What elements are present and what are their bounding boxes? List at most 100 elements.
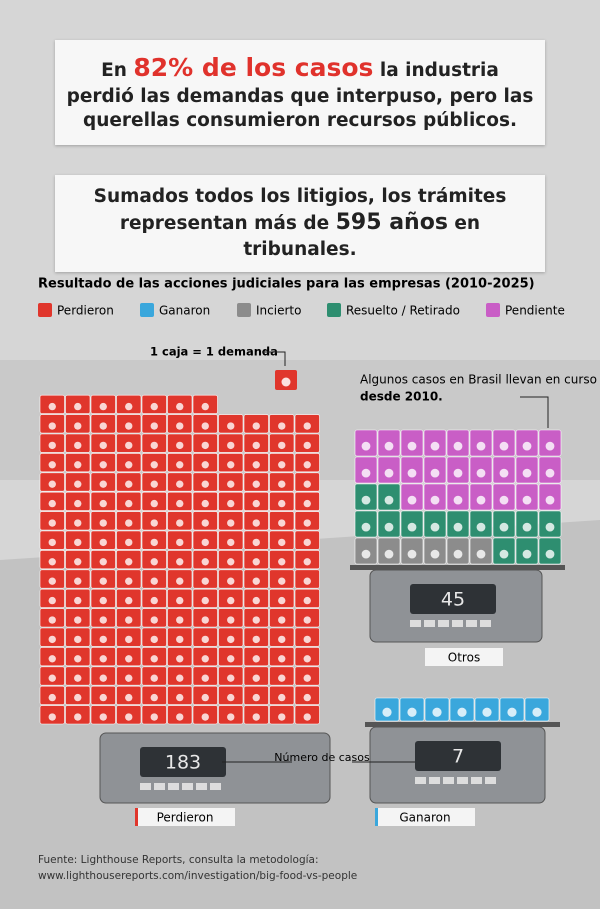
box-logo: [99, 538, 107, 547]
scale-button: [457, 777, 468, 784]
box-logo: [476, 495, 486, 505]
box-logo: [278, 538, 286, 547]
box-logo: [453, 522, 463, 532]
scale-button: [182, 783, 193, 790]
legend-label: Incierto: [256, 304, 301, 318]
box-logo: [201, 713, 209, 721]
scale-button: [452, 620, 463, 627]
box-logo: [384, 495, 394, 505]
box-logo: [48, 655, 56, 663]
box-logo: [48, 635, 56, 644]
scale-display: [415, 741, 501, 771]
subhead-highlight: 595 años: [335, 210, 448, 236]
box-logo: [382, 707, 392, 717]
box-logo: [252, 713, 260, 721]
box-logo: [176, 441, 184, 450]
annotation: Algunos casos en Brasil llevan en curso: [360, 373, 597, 387]
box-logo: [74, 693, 82, 702]
box-logo: [499, 468, 509, 478]
box-logo: [150, 499, 158, 508]
box-logo: [278, 441, 286, 450]
box-logo: [74, 441, 82, 450]
box-logo: [201, 480, 209, 488]
box-logo: [476, 441, 486, 451]
box-logo: [361, 549, 371, 559]
box-logo: [227, 674, 235, 682]
box-logo: [176, 596, 184, 605]
legend-swatch: [327, 303, 341, 317]
box-logo: [499, 441, 509, 451]
box-logo: [545, 522, 555, 532]
box-logo: [74, 499, 82, 508]
box-logo: [48, 441, 56, 450]
unit-arrow: [262, 351, 286, 366]
box-logo: [227, 635, 235, 644]
box-logo: [278, 635, 286, 644]
box-logo: [252, 655, 260, 663]
box-logo: [407, 549, 417, 559]
box-logo: [125, 441, 133, 450]
box-logo: [522, 468, 532, 478]
box-logo: [48, 616, 56, 624]
box-logo: [99, 693, 107, 702]
scale-button: [154, 783, 165, 790]
box-logo: [150, 461, 158, 469]
box-logo: [252, 693, 260, 702]
box-logo: [522, 549, 532, 559]
box-logo: [74, 538, 82, 547]
scale-button: [438, 620, 449, 627]
legend-label: Pendiente: [505, 304, 565, 318]
box-logo: [48, 713, 56, 721]
box-logo: [278, 577, 286, 585]
box-logo: [99, 441, 107, 450]
box-logo: [227, 461, 235, 469]
box-logo: [150, 674, 158, 682]
box-logo: [407, 468, 417, 478]
box-logo: [303, 596, 311, 605]
box-logo: [125, 499, 133, 508]
scale-count: 183: [165, 752, 201, 774]
box-logo: [476, 522, 486, 532]
scale-count: 45: [441, 589, 465, 611]
scale-button: [410, 620, 421, 627]
scale-tag: [425, 648, 503, 666]
box-logo: [507, 707, 517, 717]
box-logo: [303, 441, 311, 450]
box-logo: [303, 655, 311, 663]
box-logo: [476, 468, 486, 478]
box-logo: [407, 522, 417, 532]
box-logo: [201, 577, 209, 585]
legend-label: Resuelto / Retirado: [346, 304, 460, 318]
box-logo: [150, 577, 158, 585]
legend-label: Ganaron: [159, 304, 210, 318]
box-logo: [176, 499, 184, 508]
scale-button: [424, 620, 435, 627]
headline-highlight: 82% de los casos: [133, 53, 374, 82]
headline: En 82% de los casos la industria perdió …: [55, 40, 545, 145]
legend: Perdieron Ganaron Incierto Resuelto / Retir…: [38, 303, 565, 318]
box-logo: [125, 577, 133, 585]
box-logo: [99, 713, 107, 721]
scale-tag-accent: [375, 808, 378, 826]
box-logo: [176, 635, 184, 644]
box-logo: [227, 519, 235, 527]
box-logo: [48, 674, 56, 682]
box-logo: [278, 499, 286, 508]
box-logo: [201, 422, 209, 430]
box-logo: [150, 441, 158, 450]
scale-button: [480, 620, 491, 627]
source: www.lighthousereports.com/investigation/…: [38, 870, 357, 882]
box-logo: [150, 713, 158, 721]
box-logo: [227, 577, 235, 585]
box-logo: [303, 558, 311, 566]
box-logo: [99, 461, 107, 469]
box-logo: [476, 549, 486, 559]
legend-swatch: [38, 303, 52, 317]
box-logo: [227, 422, 235, 430]
scale-tag-accent: [425, 648, 428, 666]
box-logo: [74, 422, 82, 430]
box-logo: [545, 468, 555, 478]
box-logo: [125, 635, 133, 644]
box-logo: [201, 519, 209, 527]
box-logo: [430, 549, 440, 559]
